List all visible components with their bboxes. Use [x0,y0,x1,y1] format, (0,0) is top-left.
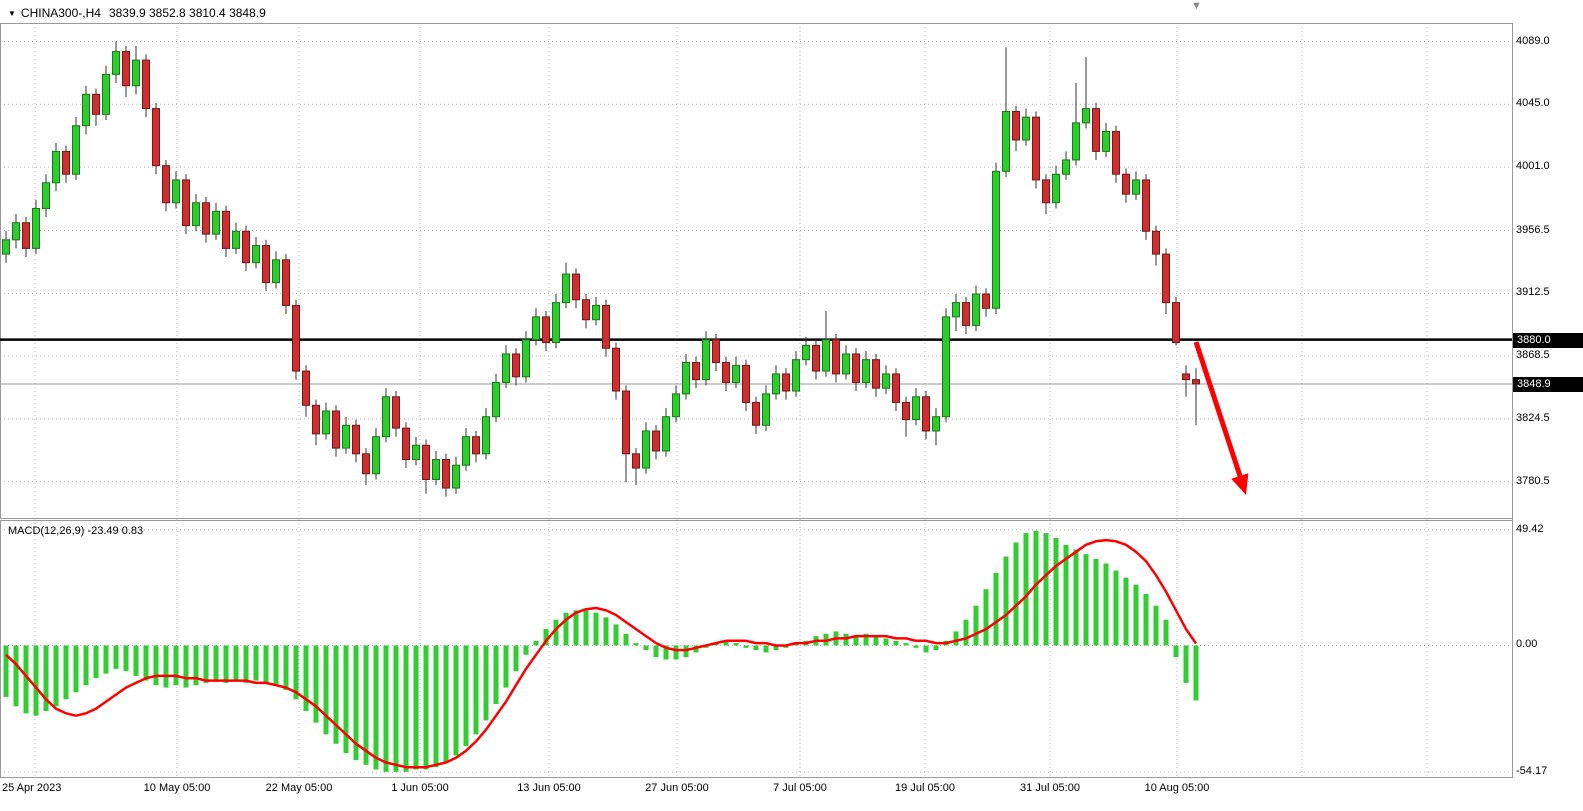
price-scale[interactable]: 4089.0 4045.0 4001.0 3956.5 3912.5 3868.5 3824… [1514,0,1583,811]
time-axis[interactable]: 25 Apr 2023 10 May 05:00 22 May 05:00 1 Jun… [0,779,1512,801]
price-tick-label: 3868.5 [1516,349,1550,362]
time-tick-label: 10 Aug 05:00 [1144,782,1210,794]
time-tick-label: 10 May 05:00 [143,782,211,794]
price-tick-label: 4001.0 [1516,160,1550,173]
chart-shift-marker-icon[interactable]: ▼ [1191,0,1202,12]
time-tick-label: 19 Jul 05:00 [895,782,955,794]
price-tick-label: 3824.5 [1516,411,1550,424]
time-tick-label: 13 Jun 05:00 [517,782,581,794]
price-tick-label: 3956.5 [1516,223,1550,236]
time-tick-label: 25 Apr 2023 [2,782,62,794]
time-tick-label: 27 Jun 05:00 [645,782,709,794]
symbol-name: CHINA300-,H4 [20,6,101,20]
macd-tick-label: 0.00 [1516,638,1538,651]
hline-price-badge: 3880.0 [1513,332,1583,348]
macd-tick-label: 49.42 [1516,522,1544,535]
time-tick-label: 1 Jun 05:00 [391,782,449,794]
macd-tick-label: -54.17 [1516,765,1548,778]
price-tick-label: 4045.0 [1516,97,1550,110]
symbol-ohlc-bar: ▼ CHINA300-,H4 3839.9 3852.8 3810.4 3848.9 [8,6,266,20]
symbol-dropdown-icon[interactable]: ▼ [8,9,16,18]
price-tick-label: 3912.5 [1516,286,1550,299]
time-tick-label: 22 May 05:00 [265,782,333,794]
price-tick-label: 3780.5 [1516,474,1550,487]
ohlc-values: 3839.9 3852.8 3810.4 3848.9 [108,6,266,20]
time-tick-label: 7 Jul 05:00 [773,782,827,794]
time-tick-label: 31 Jul 05:00 [1020,782,1080,794]
indicator-label: MACD(12,26,9) -23.49 0.83 [8,525,144,537]
current-price-badge: 3848.9 [1513,377,1583,393]
price-tick-label: 4089.0 [1516,34,1550,47]
